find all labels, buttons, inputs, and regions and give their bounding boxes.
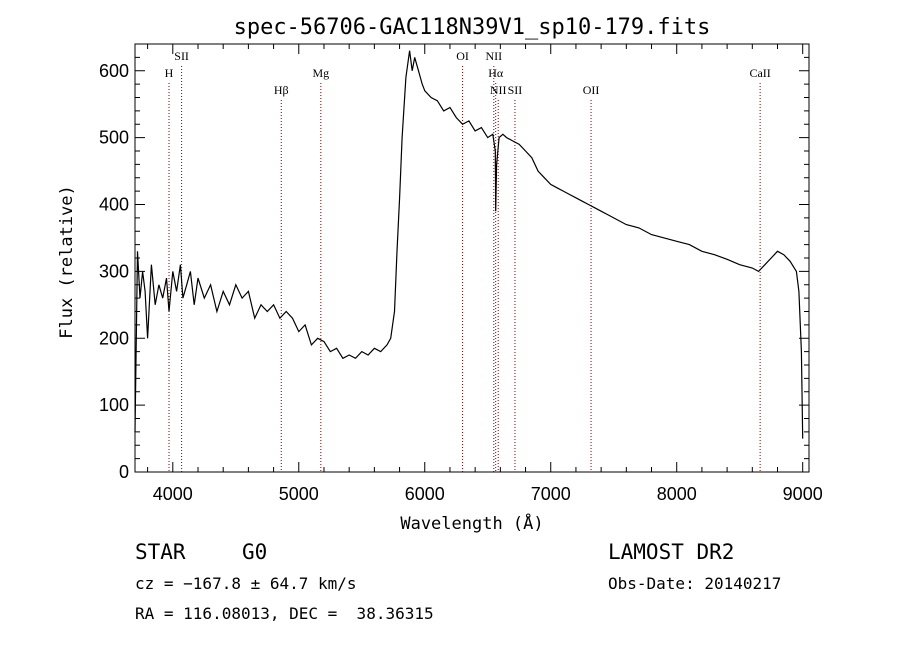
line-marker-label: OI [456,49,469,63]
x-tick-label: 8000 [657,484,697,504]
survey-name: LAMOST DR2 [608,540,735,564]
coordinates: RA = 116.08013, DEC = 38.36315 [135,604,434,623]
object-class: STAR [135,540,186,564]
spectrum-line [134,50,804,439]
line-marker-label: Hβ [274,83,289,97]
redshift-cz: cz = −167.8 ± 64.7 km/s [135,574,357,593]
x-tick-label: 6000 [405,484,445,504]
axes: 4000 5000 6000 7000 8000 9000 0 100 200 300 400 500… [99,43,823,504]
line-marker-label: NII [490,83,507,97]
spectrum-series [134,50,804,439]
line-marker-label: Mg [312,66,329,80]
chart-title: spec-56706-GAC118N39V1_sp10-179.fits [234,15,711,40]
line-marker-label: CaII [749,66,770,80]
x-tick-label: 9000 [783,484,823,504]
line-marker-label: NII [485,49,502,63]
observation-date: Obs-Date: 20140217 [608,574,782,593]
line-marker-label: H [165,66,174,80]
line-marker-label: OII [583,83,600,97]
x-axis-label: Wavelength (Å) [400,512,543,534]
y-tick-label: 100 [99,395,129,415]
line-marker-label: Hα [488,66,504,80]
x-tick-label: 4000 [153,484,193,504]
y-axis-label: Flux (relative) [57,185,77,339]
line-marker-label: SII [508,83,523,97]
y-tick-label: 300 [99,261,129,281]
x-tick-label: 5000 [279,484,319,504]
y-tick-label: 600 [99,61,129,81]
plot-frame [134,43,810,473]
object-subclass: G0 [242,540,268,564]
y-tick-label: 400 [99,195,129,215]
line-marker-label: SII [174,49,189,63]
x-tick-label: 7000 [531,484,571,504]
y-tick-label: 200 [99,328,129,348]
y-tick-label: 500 [99,128,129,148]
y-tick-label: 0 [119,462,129,482]
